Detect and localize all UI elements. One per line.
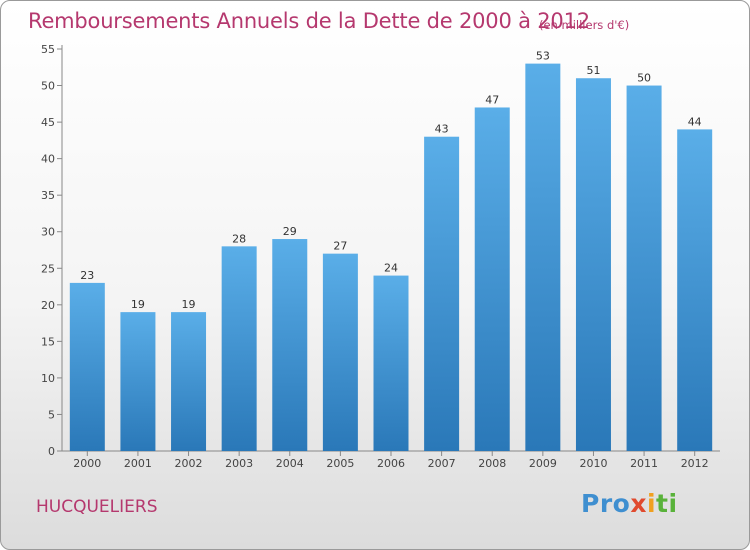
chart-unit: (en milliers d'€) [539,18,630,32]
bar-2004 [272,239,308,451]
x-tick-label: 2007 [428,457,456,470]
commune-name: HUCQUELIERS [36,497,158,517]
y-axis: 0 5 10 15 20 25 30 35 40 45 50 55 [41,43,63,458]
bar-2011 [626,85,662,451]
bar-2010 [575,78,611,452]
y-tick-label: 30 [41,226,55,239]
bar-2000 [69,282,105,451]
bar-2008 [474,107,510,452]
y-tick-label: 25 [41,262,55,275]
y-tick-label: 35 [41,189,55,202]
bar-2012 [677,129,713,451]
bar-2006 [373,275,409,451]
y-tick-label: 10 [41,372,55,385]
y-tick-label: 0 [48,445,55,458]
y-tick-label: 20 [41,299,55,312]
x-tick-label: 2011 [630,457,658,470]
y-tick-label: 45 [41,116,55,129]
logo-part: Pro [581,489,631,518]
x-tick-label: 2005 [326,457,354,470]
x-tick-label: 2006 [377,457,405,470]
bar-2002 [171,312,207,451]
data-label: 24 [384,262,398,275]
data-label: 19 [182,298,196,311]
bar-2007 [424,136,460,451]
logo-part: ti [656,489,678,518]
x-tick-label: 2010 [579,457,607,470]
logo-part: x [630,489,647,518]
x-tick-label: 2002 [175,457,203,470]
logo-part: i [646,489,657,518]
data-label: 50 [637,72,651,85]
data-label: 51 [586,64,600,77]
x-axis: 2000 2001 2002 2003 2004 2005 2006 2007 2008 2009… [62,450,720,470]
x-tick-label: 2003 [225,457,253,470]
data-label: 29 [283,225,297,238]
x-tick-label: 2009 [529,457,557,470]
y-tick-label: 50 [41,80,55,93]
data-label: 53 [536,50,550,63]
proxiti-logo[interactable]: Proxiti [581,489,678,518]
bars: 23 19 19 28 29 27 24 43 47 53 51 50 44 [69,50,713,452]
x-tick-label: 2008 [478,457,506,470]
y-tick-label: 5 [48,408,55,421]
chart-title: Remboursements Annuels de la Dette de 20… [28,9,590,33]
data-label: 28 [232,232,246,245]
x-tick-label: 2004 [276,457,304,470]
data-label: 43 [435,123,449,136]
data-label: 44 [688,115,702,128]
data-label: 47 [485,93,499,106]
x-tick-label: 2001 [124,457,152,470]
x-tick-label: 2000 [73,457,101,470]
y-tick-label: 40 [41,153,55,166]
data-label: 23 [80,269,94,282]
y-tick-label: 55 [41,43,55,56]
y-tick-label: 15 [41,335,55,348]
x-tick-label: 2012 [681,457,709,470]
bar-2001 [120,312,156,451]
bar-2005 [322,253,358,451]
data-label: 27 [333,240,347,253]
bar-2009 [525,63,561,451]
data-label: 19 [131,298,145,311]
bar-2003 [221,246,257,451]
